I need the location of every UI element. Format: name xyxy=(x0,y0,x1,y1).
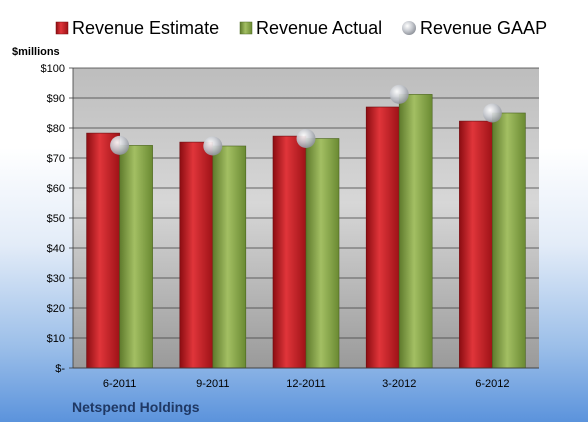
y-tick-label: $- xyxy=(55,363,65,375)
marker-revenue-gaap xyxy=(203,136,223,156)
marker-revenue-gaap xyxy=(482,103,502,123)
y-tick-label: $70 xyxy=(47,153,65,165)
x-tick-label: 12-2011 xyxy=(286,378,326,390)
legend: Revenue Estimate Revenue Actual Revenue … xyxy=(55,18,547,38)
bar-revenue-estimate xyxy=(179,141,214,369)
bars xyxy=(86,94,526,369)
x-tick-label: 3-2012 xyxy=(382,378,416,390)
y-tick-label: $100 xyxy=(41,63,65,75)
y-tick-label: $80 xyxy=(47,123,65,135)
bar-revenue-actual xyxy=(119,145,153,369)
bar-revenue-actual xyxy=(305,138,340,369)
y-tick-label: $50 xyxy=(47,213,65,225)
company-name: Netspend Holdings xyxy=(72,399,200,415)
legend-label-gaap: Revenue GAAP xyxy=(420,18,547,38)
y-tick-label: $40 xyxy=(47,243,65,255)
bar-revenue-estimate xyxy=(365,106,400,369)
marker-revenue-gaap xyxy=(296,129,316,148)
gaap-markers xyxy=(110,84,502,156)
y-axis: $- $10 $20 $30 $40 $50 $60 $70 $80 $90 $100 xyxy=(41,63,74,375)
y-tick-label: $30 xyxy=(47,273,65,285)
x-axis: 6-2011 9-2011 12-2011 3-2012 6-2012 xyxy=(73,367,539,390)
bar-revenue-estimate xyxy=(459,120,493,369)
legend-label-actual: Revenue Actual xyxy=(256,18,382,38)
legend-swatch-estimate xyxy=(55,21,69,35)
bar-revenue-actual xyxy=(492,112,526,369)
legend-swatch-actual xyxy=(239,21,253,35)
y-tick-label: $20 xyxy=(47,303,65,315)
x-tick-label: 6-2012 xyxy=(475,378,509,390)
legend-swatch-gaap xyxy=(402,21,416,35)
marker-revenue-gaap xyxy=(389,84,409,104)
bar-revenue-estimate xyxy=(86,132,120,369)
x-tick-label: 9-2011 xyxy=(196,378,229,390)
legend-label-estimate: Revenue Estimate xyxy=(72,18,219,38)
bar-revenue-actual xyxy=(398,94,433,369)
bar-revenue-estimate xyxy=(272,135,307,369)
x-tick-label: 6-2011 xyxy=(103,378,136,390)
y-tick-label: $90 xyxy=(47,93,65,105)
marker-revenue-gaap xyxy=(110,135,130,155)
bar-revenue-actual xyxy=(212,145,247,369)
unit-label: $millions xyxy=(12,46,60,58)
y-tick-label: $60 xyxy=(47,183,65,195)
y-tick-label: $10 xyxy=(47,333,65,345)
